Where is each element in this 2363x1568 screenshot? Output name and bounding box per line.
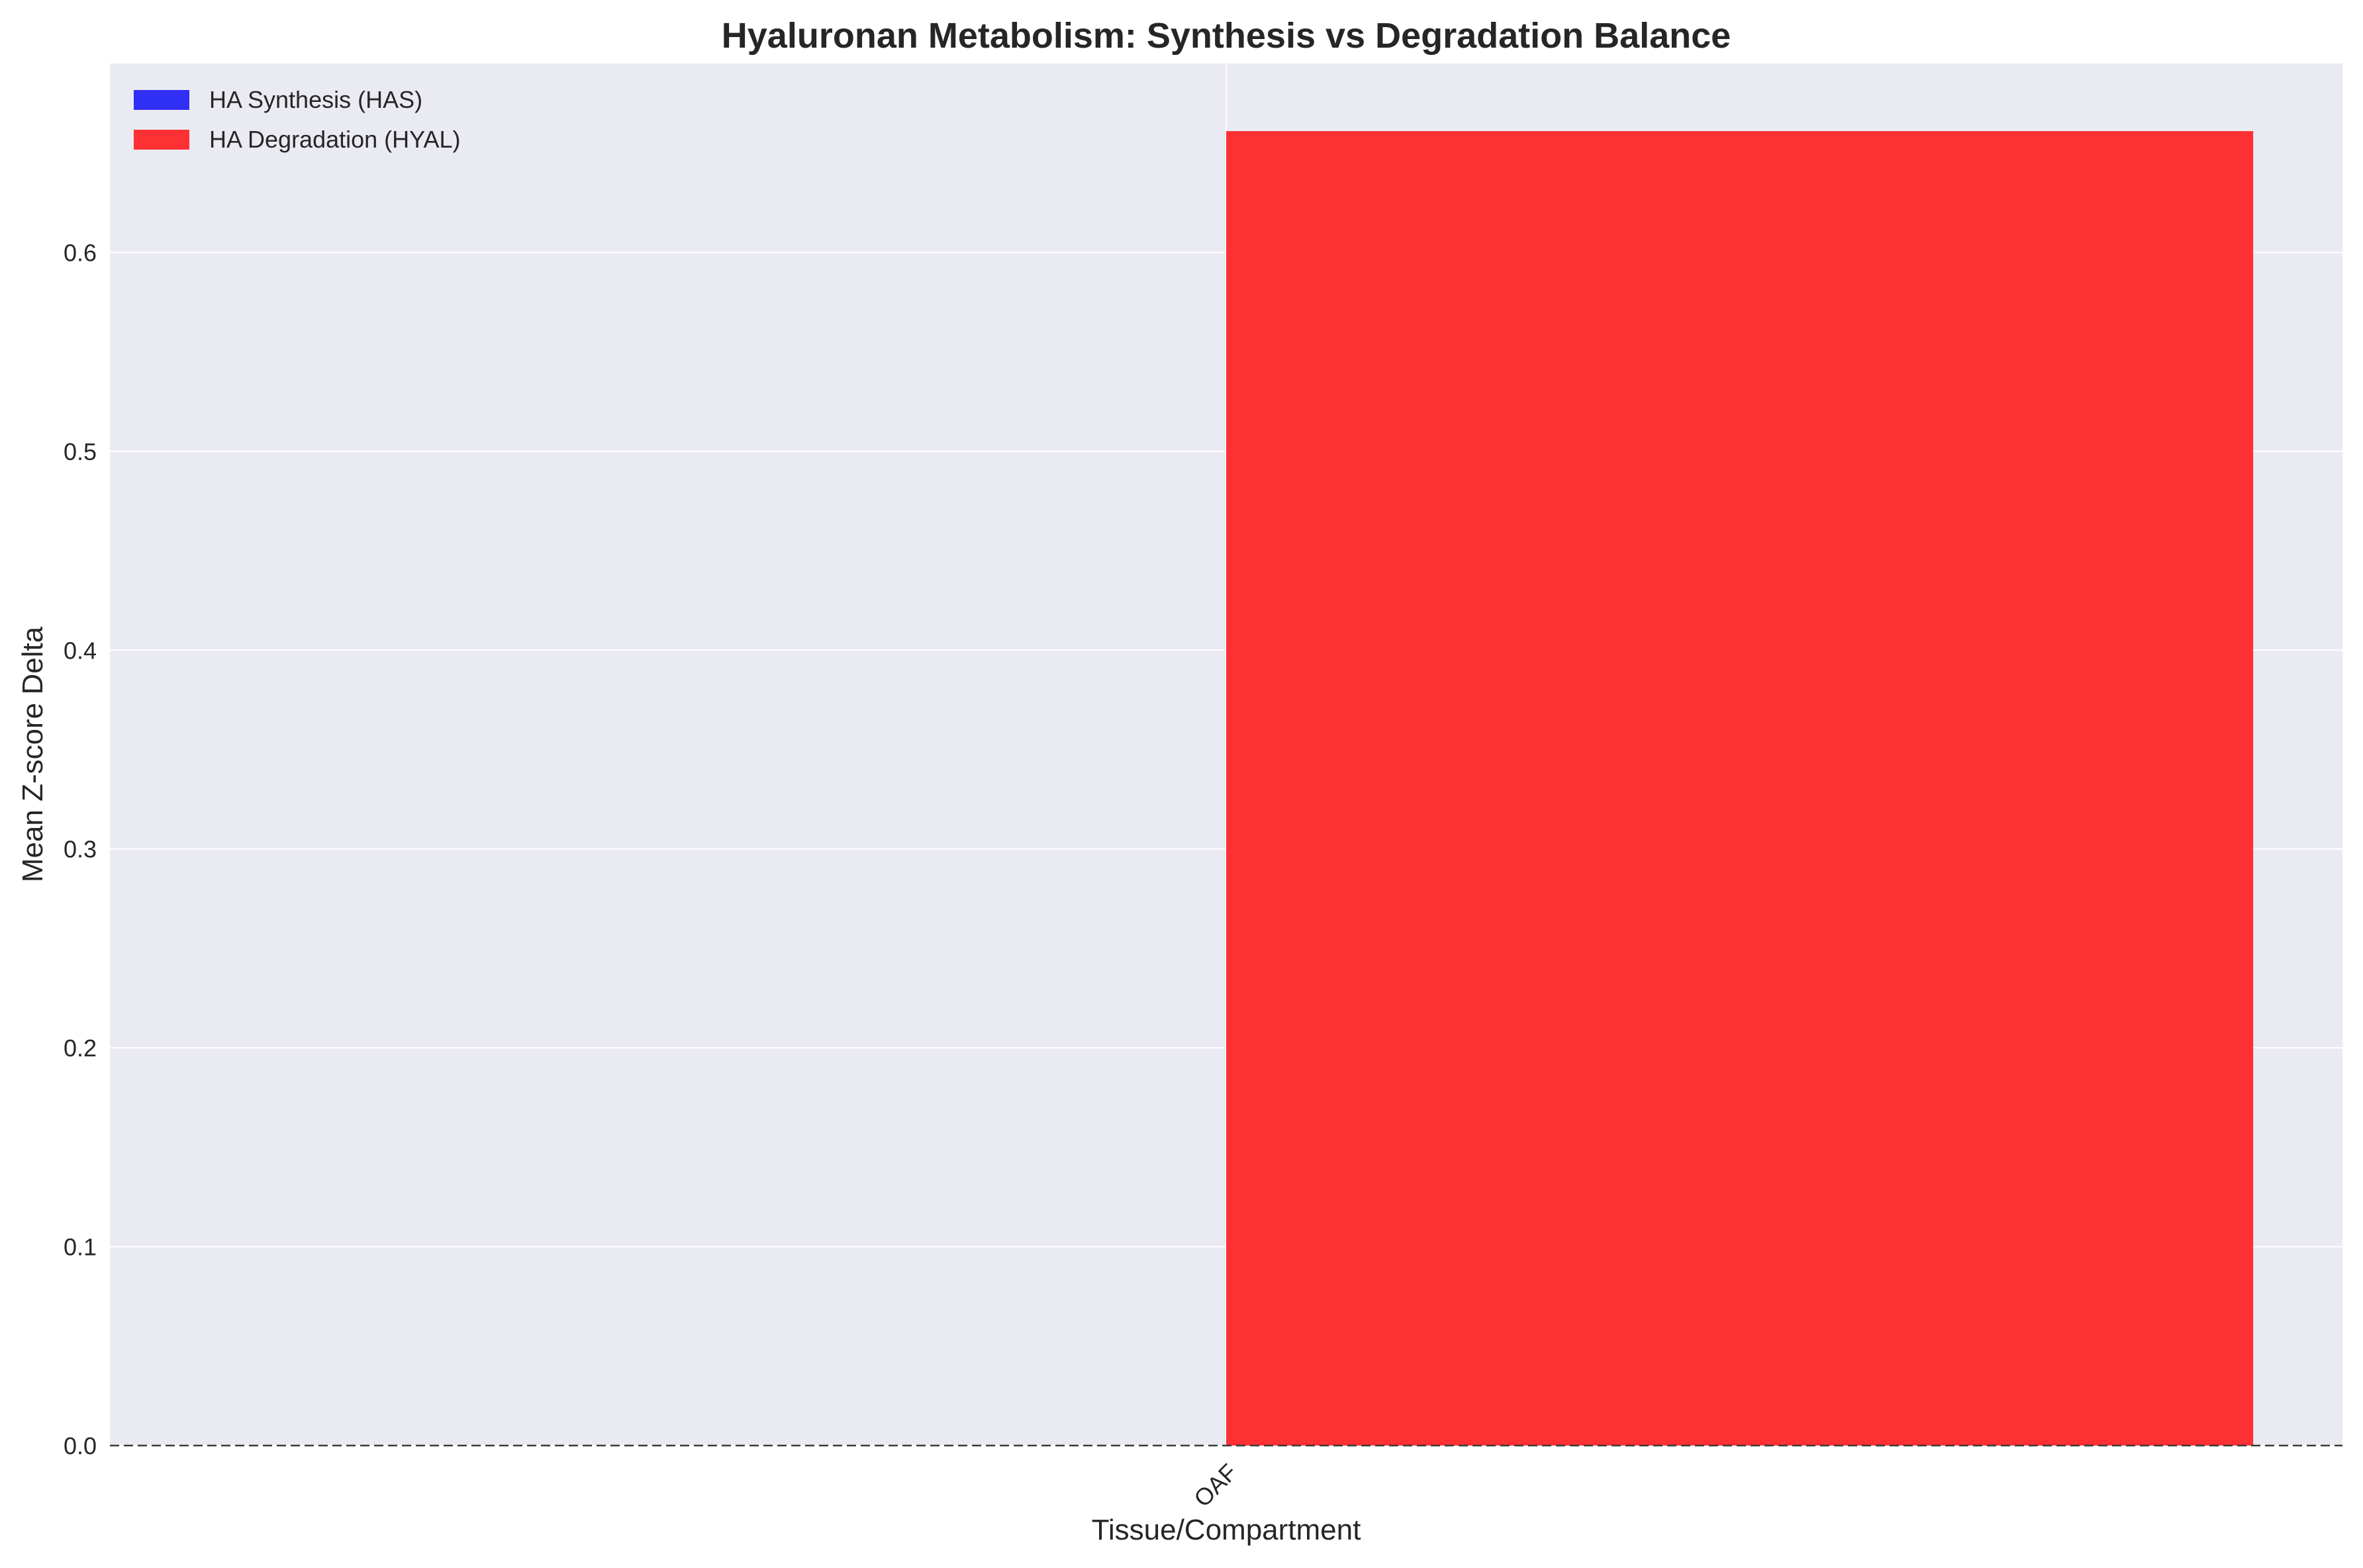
y-axis-label: Mean Z-score Delta bbox=[17, 626, 49, 882]
y-tick-label: 0.5 bbox=[64, 438, 97, 465]
x-axis-label: Tissue/Compartment bbox=[1092, 1514, 1361, 1546]
y-tick-label: 0.1 bbox=[64, 1234, 97, 1261]
y-tick-label: 0.6 bbox=[64, 239, 97, 266]
legend-label-1: HA Degradation (HYAL) bbox=[209, 126, 461, 153]
bars bbox=[1226, 131, 2254, 1446]
legend-label-0: HA Synthesis (HAS) bbox=[209, 86, 422, 113]
y-tick-label: 0.3 bbox=[64, 836, 97, 863]
legend: HA Synthesis (HAS) HA Degradation (HYAL) bbox=[134, 86, 461, 153]
legend-swatch-1 bbox=[134, 130, 189, 150]
y-tick-label: 0.2 bbox=[64, 1035, 97, 1062]
legend-swatch-0 bbox=[134, 90, 189, 110]
y-axis-ticks: 0.0 0.1 0.2 0.3 0.4 0.5 0.6 bbox=[64, 239, 97, 1459]
bar-oaf-series-1 bbox=[1226, 131, 2254, 1446]
y-tick-label: 0.0 bbox=[64, 1432, 97, 1459]
y-tick-label: 0.4 bbox=[64, 637, 97, 664]
chart-title: Hyaluronan Metabolism: Synthesis vs Degr… bbox=[722, 16, 1731, 56]
